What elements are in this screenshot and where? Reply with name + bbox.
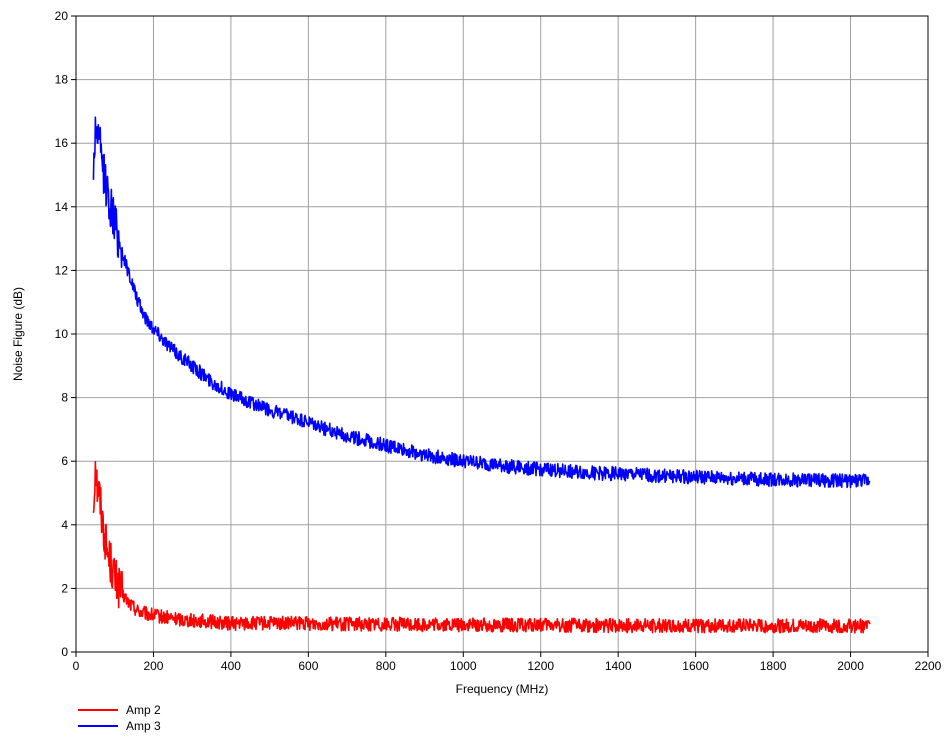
x-tick-label: 1000: [450, 659, 477, 673]
x-tick-label: 1800: [760, 659, 787, 673]
x-tick-label: 200: [143, 659, 163, 673]
y-tick-label: 20: [55, 9, 69, 23]
y-tick-label: 12: [55, 263, 69, 277]
legend-label: Amp 2: [126, 703, 161, 717]
series-line-amp-3: [92, 116, 871, 489]
series-lines: [92, 116, 871, 634]
legend: Amp 2 Amp 3: [78, 703, 161, 733]
x-tick-label: 1200: [527, 659, 554, 673]
y-tick-label: 2: [61, 581, 68, 595]
y-tick-label: 6: [61, 454, 68, 468]
x-tick-label: 0: [73, 659, 80, 673]
y-tick-label: 4: [61, 518, 68, 532]
y-tick-label: 10: [55, 327, 69, 341]
x-axis-label: Frequency (MHz): [456, 682, 549, 696]
x-tick-labels: 0 200 400 600 800 1000 1200 1400 1600 1800 2000 220…: [73, 652, 942, 673]
y-tick-label: 14: [55, 200, 69, 214]
y-tick-label: 18: [55, 73, 69, 87]
x-tick-label: 400: [221, 659, 241, 673]
legend-label: Amp 3: [126, 719, 161, 733]
x-tick-label: 600: [298, 659, 318, 673]
y-tick-label: 16: [55, 136, 69, 150]
x-tick-label: 800: [376, 659, 396, 673]
y-axis-label: Noise Figure (dB): [11, 287, 25, 381]
x-tick-label: 1600: [682, 659, 709, 673]
x-tick-label: 2000: [837, 659, 864, 673]
y-tick-label: 0: [61, 645, 68, 659]
y-tick-labels: 0 2 4 6 8 10 12 14 16 18 20: [55, 9, 76, 659]
grid-lines: [76, 16, 928, 652]
x-tick-label: 1400: [605, 659, 632, 673]
series-line-amp-2: [92, 460, 871, 634]
y-tick-label: 8: [61, 391, 68, 405]
x-tick-label: 2200: [915, 659, 942, 673]
